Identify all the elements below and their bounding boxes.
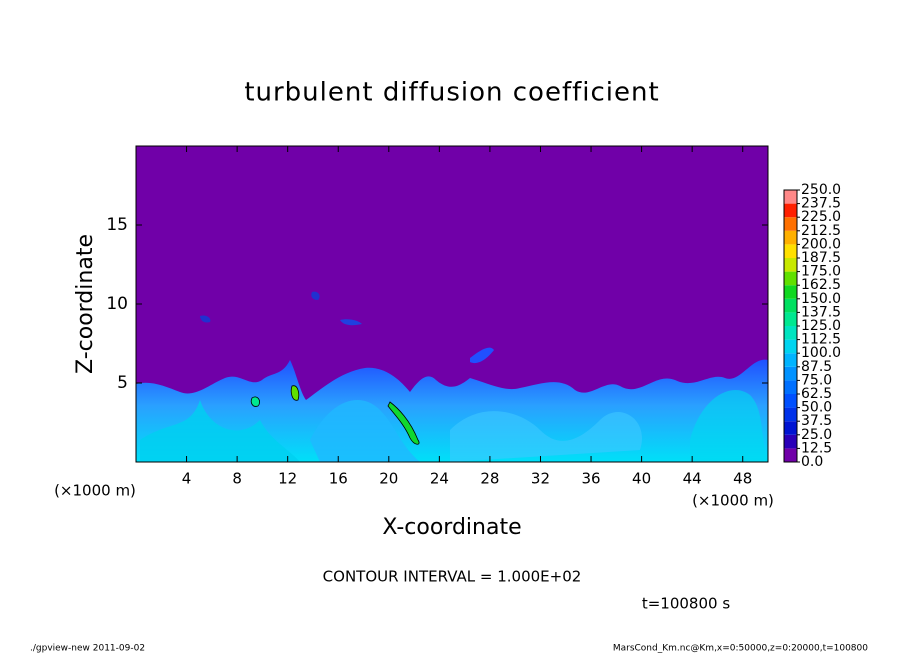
colorbar-label: 137.5 [801,304,841,320]
colorbar-label: 200.0 [801,236,841,252]
colorbar-label: 125.0 [801,318,841,334]
colorbar-label: 112.5 [801,332,841,348]
y-axis-title: Z-coordinate [73,234,98,374]
colorbar-label: 75.0 [801,372,832,388]
colorbar-label: 225.0 [801,209,841,225]
x-tick-label: 44 [683,470,702,488]
footer: MarsCond_Km.nc@Km,x=0:50000,z=0:20000,t=… [613,644,868,654]
colorbar-label: 62.5 [801,386,832,402]
high-patch [290,385,300,401]
axes: 4 8 12 16 20 24 28 32 36 40 44 48510150.012.525.037… [106,146,841,488]
blob [200,315,211,323]
footer: ./gpview-new 2011-09-02 [30,644,145,654]
colorbar-label: 175.0 [801,264,841,280]
colorbar-band [784,312,797,326]
colorbar-band [784,366,797,381]
x-unit-label: (×1000 m) [692,492,774,510]
colorbar-band [784,271,797,286]
annotation: CONTOUR INTERVAL = 1.000E+02 [323,568,582,586]
colorbar-band [784,203,797,218]
x-tick-label: 24 [430,470,449,488]
colorbar-label: 150.0 [801,291,841,307]
colorbar-band [784,394,797,408]
colorbar-label: 12.5 [801,440,832,456]
colorbar-band [784,244,797,258]
colorbar-band [784,353,797,367]
colorbar-label: 237.5 [801,196,841,212]
colorbar-label: 0.0 [801,454,823,470]
chart-title: turbulent diffusion coefficient [244,78,659,108]
colorbar-label: 25.0 [801,427,832,443]
colorbar-band [784,434,797,449]
y-tick-label: 5 [117,373,128,393]
x-tick-label: 32 [531,470,550,488]
colorbar-label: 37.5 [801,413,832,429]
colorbar-band [784,407,797,422]
eddy [310,400,420,462]
blob [340,319,362,326]
colorbar-label: 187.5 [801,250,841,266]
colorbar-band [784,448,797,462]
field [136,291,768,462]
colorbar-band [784,258,797,272]
colorbar-label: 212.5 [801,223,841,239]
x-tick-label: 12 [278,470,297,488]
x-axis-title: X-coordinate [382,515,521,540]
colorbar-label: 87.5 [801,359,832,375]
y-tick-label: 10 [106,294,128,314]
colorbar-band [784,298,797,313]
colorbar-band [784,326,797,340]
x-tick-label: 4 [182,470,192,488]
x-tick-label: 36 [581,470,600,488]
x-tick-label: 20 [379,470,398,488]
y-tick-label: 15 [106,215,128,235]
colorbar-label: 250.0 [801,182,841,198]
colorbar-band [784,339,797,354]
x-tick-label: 8 [232,470,242,488]
eddy [690,390,768,462]
eddy [140,400,300,462]
colorbar-label: 100.0 [801,345,841,361]
x-tick-label: 16 [329,470,348,488]
colorbar-label: 50.0 [801,400,832,416]
eddy [450,411,642,462]
x-unit-label: (×1000 m) [54,482,136,500]
colorbar-band [784,230,797,245]
colorbar-band [784,217,797,231]
blob [470,347,494,364]
high-patch [387,401,420,445]
colorbar-band [784,421,797,435]
colorbar-band [784,380,797,394]
x-tick-label: 40 [632,470,651,488]
high-patch [250,396,260,407]
colorbar-band [784,190,797,204]
blob [311,291,320,300]
annotation: t=100800 s [642,595,730,613]
x-tick-label: 28 [480,470,499,488]
colorbar-label: 162.5 [801,277,841,293]
colorbar-band [784,285,797,299]
x-tick-label: 48 [733,470,752,488]
